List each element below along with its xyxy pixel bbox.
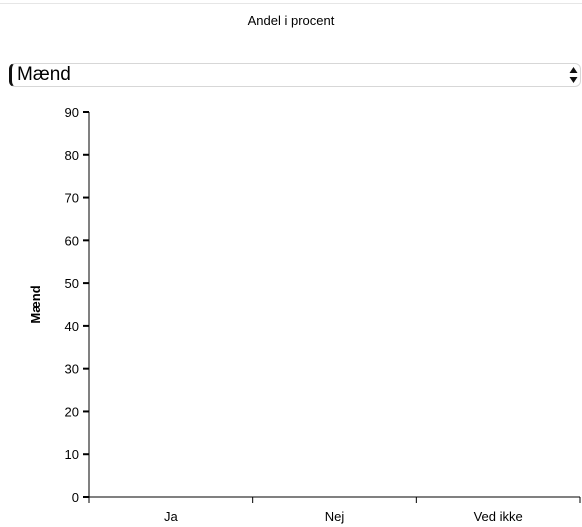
series-select[interactable]: Mænd — [9, 63, 581, 87]
y-tick-label: 0 — [72, 490, 79, 505]
x-tick-label: Nej — [325, 509, 345, 524]
y-tick-label: 80 — [65, 148, 79, 163]
y-axis-title: Mænd — [28, 285, 43, 323]
y-tick-label: 20 — [65, 404, 79, 419]
series-select-box[interactable] — [9, 63, 581, 87]
y-tick-label: 10 — [65, 447, 79, 462]
y-tick-label: 50 — [65, 276, 79, 291]
y-tick-label: 70 — [65, 191, 79, 206]
updown-arrows-icon — [569, 67, 578, 83]
y-tick-label: 60 — [65, 233, 79, 248]
chart-title: Andel i procent — [247, 13, 335, 28]
y-tick-label: 40 — [65, 319, 79, 334]
x-axis: Ja Nej Ved ikke — [88, 496, 581, 524]
y-tick-label: 30 — [65, 362, 79, 377]
y-axis: 0 10 20 30 40 50 60 70 80 90 — [65, 105, 90, 505]
top-divider — [0, 3, 582, 4]
y-tick-label: 90 — [65, 105, 79, 120]
series-select-value: Mænd — [17, 64, 71, 85]
x-tick-label: Ved ikke — [474, 509, 523, 524]
x-tick-label: Ja — [164, 509, 179, 524]
